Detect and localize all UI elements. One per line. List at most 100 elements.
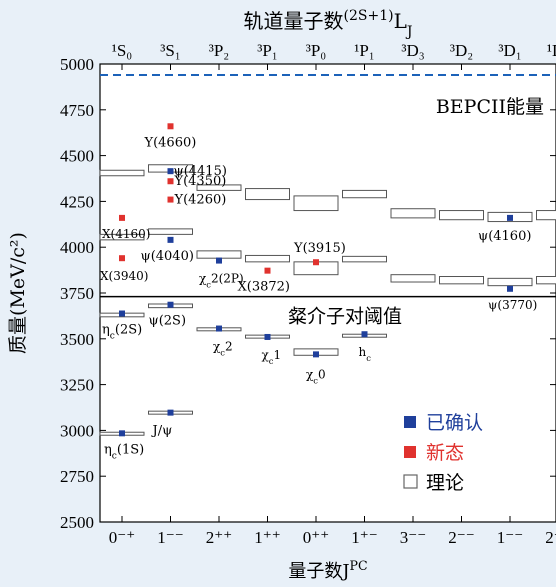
theory-box-8 (99, 233, 145, 241)
top-label-9: ¹D₂ (547, 41, 556, 60)
y-tick-label-5000: 5000 (60, 55, 94, 74)
top-label-7: ³D₂ (450, 41, 473, 60)
y-tick-label-2750: 2750 (60, 467, 94, 486)
confirmed-label-0: ηc(1S) (104, 442, 144, 461)
top-label-6: ³D₃ (401, 41, 424, 60)
confirmed-label-9: ψ(4040) (141, 249, 194, 264)
x-tick-label-3: 1⁺⁺ (254, 528, 280, 547)
confirmed-label-10: ψ(4415) (174, 164, 227, 179)
legend-new-label: 新态 (426, 442, 464, 464)
top-label-8: ³D₁ (498, 41, 521, 60)
legend-new-swatch (404, 446, 416, 458)
theory-box-18 (293, 195, 339, 212)
theory-box-25 (439, 210, 484, 221)
theory-box-17 (245, 188, 290, 201)
x-tick-label-8: 1⁻⁻ (497, 528, 523, 547)
top-label-3: ³P₁ (257, 41, 277, 60)
x-tick-label-6: 3⁻⁻ (400, 528, 426, 547)
x-tick-label-9: 2⁻⁺ (545, 528, 556, 547)
new-label-5: X(3872) (238, 280, 290, 295)
new-point-2 (167, 123, 174, 130)
x-tick-label-1: 1⁻⁻ (157, 528, 183, 547)
confirmed-point-8 (216, 257, 222, 264)
confirmed-point-4 (216, 325, 222, 332)
y-tick-label-2500: 2500 (60, 513, 94, 532)
y-tick-label-3750: 3750 (60, 284, 94, 303)
y-tick-label-4000: 4000 (60, 238, 94, 257)
new-label-1: X(4160) (102, 227, 150, 241)
confirmed-point-7 (361, 331, 368, 338)
y-tick-label-4500: 4500 (60, 147, 94, 166)
axes: 2500 2750 3000 3250 3500 3750 4000 4250 4500 4750… (60, 55, 556, 547)
confirmed-point-2 (119, 310, 125, 317)
confirmed-label-4: χc2 (213, 340, 233, 358)
confirmed-label-11: ψ(3770) (488, 298, 537, 312)
new-label-4: Y(4260) (174, 193, 227, 208)
x-tick-label-5: 1⁺⁻ (351, 528, 377, 547)
y-tick-label-3250: 3250 (60, 376, 94, 395)
theory-box-20 (390, 274, 436, 283)
new-point-4 (167, 196, 174, 203)
x-tick-label-7: 2⁻⁻ (448, 528, 474, 547)
bepcii-label: BEPCII能量 (436, 96, 544, 118)
theory-box-12 (196, 250, 242, 259)
confirmed-point-6 (313, 351, 319, 358)
data-points: ηc(1S) J/ψ ηc(2S) ψ(2S) χc2 χc1 χc0 hc χc2(2P) ψ(… (100, 123, 537, 461)
new-point-0 (119, 255, 125, 262)
top-label-0: ¹S₀ (112, 41, 133, 60)
new-label-0: X(3940) (100, 269, 148, 283)
y-axis-label: 质量(MeV/c²) (7, 232, 29, 354)
top-label-1: ³S₁ (160, 41, 180, 60)
legend-confirmed-label: 已确认 (426, 412, 483, 434)
confirmed-label-6: χc0 (306, 367, 326, 385)
theory-box-23 (536, 276, 556, 285)
confirmed-label-3: ψ(2S) (149, 314, 187, 329)
confirmed-label-2: ηc(2S) (102, 323, 142, 342)
confirmed-point-0 (119, 430, 125, 437)
y-tick-label-3000: 3000 (60, 421, 94, 440)
reference-lines: BEPCII能量 粲介子对阈值 (100, 73, 556, 328)
confirmed-point-12 (507, 214, 513, 221)
theory-box-16 (196, 184, 242, 191)
top-label-4: ³P₀ (306, 41, 327, 60)
top-label-2: ³P₂ (209, 41, 229, 60)
confirmed-point-3 (167, 301, 174, 308)
new-point-1 (119, 214, 125, 221)
theory-box-19 (342, 189, 387, 199)
confirmed-point-5 (264, 333, 271, 340)
x-tick-label-4: 0⁺⁺ (303, 528, 329, 547)
theory-box-9 (148, 228, 193, 235)
threshold-label: 粲介子对阈值 (288, 306, 402, 328)
confirmed-point-10 (167, 168, 174, 175)
x-tick-label-0: 0⁻⁺ (109, 528, 135, 547)
y-tick-label-4250: 4250 (60, 192, 94, 211)
y-tick-label-3500: 3500 (60, 330, 94, 349)
theory-box-22 (487, 277, 533, 287)
theory-box-27 (536, 210, 556, 221)
x-tick-label-2: 2⁺⁺ (206, 528, 232, 547)
new-point-3 (167, 178, 174, 185)
theory-box-21 (439, 276, 484, 285)
plot-area (99, 63, 556, 523)
theory-box-15 (342, 255, 387, 263)
new-label-3: Y(4350) (174, 174, 227, 189)
legend-theory-swatch (403, 474, 418, 489)
theory-box-24 (390, 208, 436, 219)
confirmed-label-12: ψ(4160) (478, 229, 531, 244)
top-orbital-labels: ¹S₀³S₁³P₂³P₁³P₀¹P₁³D₃³D₂³D₁¹D₂?? (112, 41, 556, 60)
new-point-6 (313, 259, 319, 266)
confirmed-label-7: hc (359, 345, 372, 363)
theory-box-13 (245, 254, 290, 263)
new-label-6: Y(3915) (293, 241, 346, 256)
x-axis-label: 量子数JPC (288, 558, 367, 583)
theory-box-10 (99, 169, 145, 177)
confirmed-point-11 (507, 285, 513, 292)
legend-theory-label: 理论 (426, 472, 464, 494)
confirmed-label-5: χc1 (262, 348, 282, 366)
confirmed-point-1 (167, 409, 174, 416)
y-tick-label-4750: 4750 (60, 101, 94, 120)
confirmed-point-9 (167, 236, 174, 243)
new-label-2: Y(4660) (144, 135, 197, 150)
